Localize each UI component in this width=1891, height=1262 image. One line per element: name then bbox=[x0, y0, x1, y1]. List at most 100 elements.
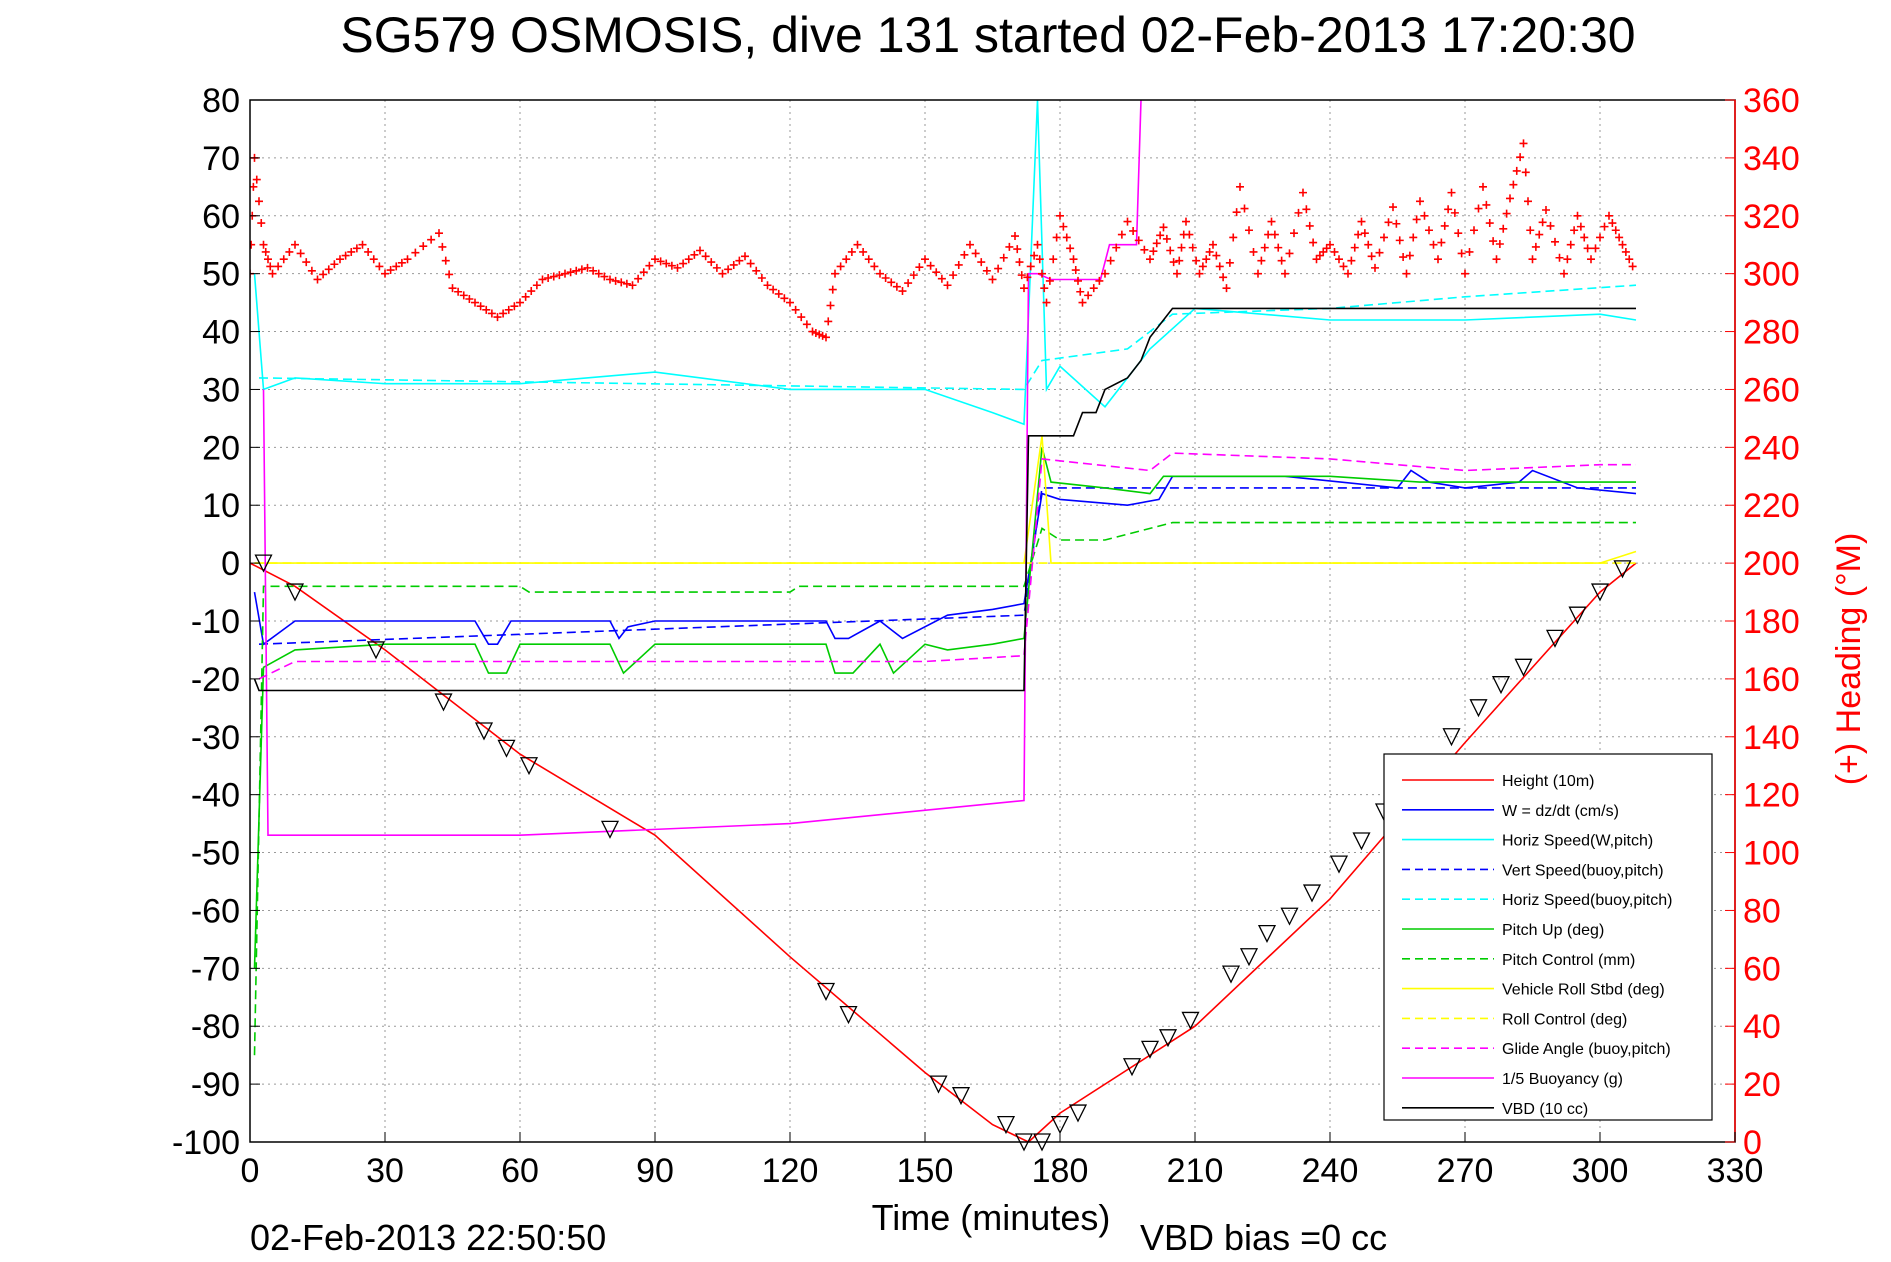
heading-marker bbox=[1519, 139, 1528, 148]
legend-label: Height (10m) bbox=[1502, 773, 1594, 790]
heading-marker bbox=[561, 269, 569, 278]
waypoint-marker bbox=[1302, 884, 1322, 903]
heading-marker bbox=[1198, 262, 1207, 271]
heading-marker bbox=[831, 269, 839, 278]
heading-marker bbox=[1260, 243, 1269, 252]
heading-marker bbox=[1089, 284, 1098, 293]
heading-marker bbox=[1526, 226, 1535, 235]
left-tick-label: -40 bbox=[191, 777, 240, 815]
heading-marker bbox=[1621, 247, 1630, 256]
left-tick-label: 20 bbox=[202, 429, 240, 467]
heading-marker bbox=[296, 249, 305, 258]
left-tick-label: -100 bbox=[172, 1124, 240, 1162]
heading-marker bbox=[977, 258, 986, 267]
heading-marker bbox=[1084, 291, 1093, 300]
heading-marker bbox=[735, 256, 744, 265]
heading-marker bbox=[482, 305, 491, 314]
series-line-10 bbox=[262, 100, 1142, 837]
x-tick-label: 150 bbox=[897, 1152, 954, 1190]
heading-marker bbox=[375, 262, 384, 271]
heading-marker bbox=[465, 294, 474, 303]
heading-marker bbox=[1152, 239, 1161, 248]
heading-marker bbox=[1596, 233, 1604, 242]
heading-marker bbox=[1429, 240, 1438, 249]
heading-marker bbox=[1470, 226, 1478, 235]
heading-marker bbox=[1506, 194, 1514, 203]
heading-marker bbox=[1192, 256, 1201, 265]
heading-marker bbox=[667, 261, 676, 270]
heading-marker bbox=[826, 301, 835, 310]
series-line-9 bbox=[258, 452, 1636, 680]
heading-marker bbox=[690, 250, 699, 259]
heading-marker bbox=[1302, 205, 1311, 214]
left-tick-label: 30 bbox=[202, 371, 240, 409]
waypoint-marker bbox=[1280, 907, 1299, 926]
heading-marker bbox=[651, 255, 659, 264]
heading-marker bbox=[435, 229, 443, 238]
heading-marker bbox=[1555, 253, 1564, 262]
waypoint-marker bbox=[1352, 832, 1371, 851]
heading-marker bbox=[255, 197, 263, 206]
heading-marker bbox=[1185, 230, 1194, 239]
heading-marker bbox=[521, 292, 530, 301]
heading-marker bbox=[1447, 188, 1456, 197]
heading-marker bbox=[499, 309, 508, 318]
heading-marker bbox=[1074, 276, 1082, 285]
heading-marker bbox=[757, 274, 766, 283]
heading-marker bbox=[532, 281, 541, 290]
waypoint-markers bbox=[254, 554, 1632, 1152]
waypoint-marker bbox=[1158, 1029, 1178, 1048]
heading-marker bbox=[954, 260, 963, 269]
left-tick-label: 50 bbox=[202, 256, 240, 294]
heading-marker bbox=[1461, 269, 1469, 278]
waypoint-marker bbox=[1050, 1115, 1070, 1135]
heading-marker bbox=[266, 262, 275, 271]
heading-marker bbox=[600, 272, 609, 281]
waypoint-marker bbox=[1613, 560, 1632, 579]
heading-marker bbox=[1608, 219, 1617, 228]
heading-marker bbox=[1166, 246, 1175, 255]
heading-marker bbox=[347, 247, 356, 256]
heading-marker bbox=[471, 298, 479, 307]
heading-marker bbox=[1618, 240, 1627, 249]
heading-marker bbox=[887, 278, 896, 287]
heading-marker bbox=[336, 255, 344, 264]
right-tick-label: 200 bbox=[1743, 545, 1800, 583]
heading-marker bbox=[1106, 256, 1115, 265]
heading-marker bbox=[1485, 219, 1494, 228]
right-tick-label: 100 bbox=[1743, 835, 1800, 873]
heading-marker bbox=[876, 269, 884, 278]
heading-marker bbox=[577, 265, 586, 274]
heading-marker bbox=[937, 274, 946, 283]
heading-marker bbox=[1013, 245, 1022, 254]
heading-marker bbox=[1052, 233, 1061, 242]
heading-marker bbox=[746, 259, 755, 268]
heading-marker bbox=[994, 264, 1003, 273]
left-tick-label: -30 bbox=[191, 719, 240, 757]
left-tick-label: -70 bbox=[191, 950, 240, 988]
heading-marker bbox=[1059, 222, 1068, 231]
heading-marker bbox=[634, 274, 643, 283]
heading-marker bbox=[448, 284, 457, 293]
right-tick-label: 260 bbox=[1743, 371, 1800, 409]
heading-marker bbox=[904, 279, 913, 288]
heading-marker bbox=[1576, 222, 1585, 231]
left-tick-label: 40 bbox=[202, 314, 240, 352]
waypoint-marker bbox=[996, 1115, 1016, 1135]
right-tick-label: 0 bbox=[1743, 1124, 1762, 1162]
heading-marker bbox=[1570, 226, 1579, 235]
heading-marker bbox=[791, 305, 800, 314]
heading-marker bbox=[1611, 226, 1620, 235]
heading-marker bbox=[1625, 255, 1634, 264]
heading-marker bbox=[1267, 217, 1276, 226]
heading-marker bbox=[1551, 237, 1559, 246]
heading-marker bbox=[729, 260, 738, 269]
heading-marker bbox=[1516, 153, 1525, 162]
heading-marker bbox=[684, 255, 693, 264]
right-tick-label: 300 bbox=[1743, 256, 1800, 294]
right-tick-label: 60 bbox=[1743, 950, 1781, 988]
heading-marker bbox=[1524, 197, 1532, 206]
heading-marker bbox=[870, 262, 879, 271]
heading-marker bbox=[1583, 244, 1592, 253]
heading-marker bbox=[1129, 226, 1138, 235]
